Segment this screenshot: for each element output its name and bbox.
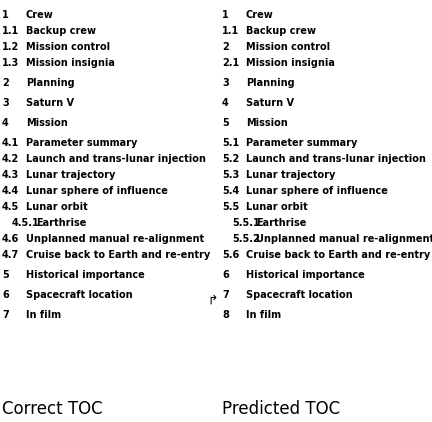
Text: Mission control: Mission control bbox=[246, 42, 330, 52]
Text: 1.3: 1.3 bbox=[2, 58, 19, 68]
Text: 5.2: 5.2 bbox=[222, 154, 239, 164]
Text: 2.1: 2.1 bbox=[222, 58, 239, 68]
Text: Planning: Planning bbox=[246, 78, 295, 88]
Text: Historical importance: Historical importance bbox=[26, 270, 145, 280]
Text: 6: 6 bbox=[2, 290, 9, 300]
Text: Spacecraft location: Spacecraft location bbox=[246, 290, 353, 300]
Text: 1: 1 bbox=[2, 10, 9, 20]
Text: 5.6: 5.6 bbox=[222, 250, 239, 260]
Text: 4.3: 4.3 bbox=[2, 170, 19, 180]
Text: Lunar orbit: Lunar orbit bbox=[246, 202, 308, 212]
Text: Mission: Mission bbox=[246, 118, 288, 128]
Text: Lunar trajectory: Lunar trajectory bbox=[246, 170, 335, 180]
Text: Planning: Planning bbox=[26, 78, 75, 88]
Text: 5.5.1: 5.5.1 bbox=[232, 218, 260, 228]
Text: Lunar sphere of influence: Lunar sphere of influence bbox=[26, 186, 168, 196]
Text: Earthrise: Earthrise bbox=[256, 218, 306, 228]
Text: Unplanned manual re-alignment: Unplanned manual re-alignment bbox=[256, 234, 432, 244]
Text: 5: 5 bbox=[2, 270, 9, 280]
Text: 4.5.1: 4.5.1 bbox=[12, 218, 40, 228]
Text: Saturn V: Saturn V bbox=[26, 98, 74, 108]
Text: Backup crew: Backup crew bbox=[26, 26, 96, 36]
Text: Mission insignia: Mission insignia bbox=[26, 58, 115, 68]
Text: Lunar trajectory: Lunar trajectory bbox=[26, 170, 115, 180]
Text: Parameter summary: Parameter summary bbox=[246, 138, 357, 148]
Text: 3: 3 bbox=[222, 78, 229, 88]
Text: Parameter summary: Parameter summary bbox=[26, 138, 137, 148]
Text: 1.2: 1.2 bbox=[2, 42, 19, 52]
Text: 5.4: 5.4 bbox=[222, 186, 239, 196]
Text: 5.5: 5.5 bbox=[222, 202, 239, 212]
Text: 4: 4 bbox=[2, 118, 9, 128]
Text: Cruise back to Earth and re-entry: Cruise back to Earth and re-entry bbox=[26, 250, 210, 260]
Text: Lunar sphere of influence: Lunar sphere of influence bbox=[246, 186, 388, 196]
Text: Earthrise: Earthrise bbox=[36, 218, 86, 228]
Text: 2: 2 bbox=[222, 42, 229, 52]
Text: Spacecraft location: Spacecraft location bbox=[26, 290, 133, 300]
Text: 1: 1 bbox=[222, 10, 229, 20]
Text: 7: 7 bbox=[222, 290, 229, 300]
Text: Crew: Crew bbox=[26, 10, 54, 20]
Text: 7: 7 bbox=[2, 310, 9, 320]
Text: ↱: ↱ bbox=[207, 294, 217, 307]
Text: Launch and trans-lunar injection: Launch and trans-lunar injection bbox=[26, 154, 206, 164]
Text: Mission: Mission bbox=[26, 118, 68, 128]
Text: Correct TOC: Correct TOC bbox=[2, 400, 103, 418]
Text: In film: In film bbox=[26, 310, 61, 320]
Text: 4.2: 4.2 bbox=[2, 154, 19, 164]
Text: 4.5: 4.5 bbox=[2, 202, 19, 212]
Text: Crew: Crew bbox=[246, 10, 274, 20]
Text: Saturn V: Saturn V bbox=[246, 98, 294, 108]
Text: Historical importance: Historical importance bbox=[246, 270, 365, 280]
Text: Predicted TOC: Predicted TOC bbox=[222, 400, 340, 418]
Text: 2: 2 bbox=[2, 78, 9, 88]
Text: Cruise back to Earth and re-entry: Cruise back to Earth and re-entry bbox=[246, 250, 430, 260]
Text: Unplanned manual re-alignment: Unplanned manual re-alignment bbox=[26, 234, 204, 244]
Text: 8: 8 bbox=[222, 310, 229, 320]
Text: 5: 5 bbox=[222, 118, 229, 128]
Text: 4.6: 4.6 bbox=[2, 234, 19, 244]
Text: In film: In film bbox=[246, 310, 281, 320]
Text: 5.5.2: 5.5.2 bbox=[232, 234, 260, 244]
Text: 3: 3 bbox=[2, 98, 9, 108]
Text: Mission control: Mission control bbox=[26, 42, 110, 52]
Text: 4.4: 4.4 bbox=[2, 186, 19, 196]
Text: Lunar orbit: Lunar orbit bbox=[26, 202, 88, 212]
Text: 4: 4 bbox=[222, 98, 229, 108]
Text: 6: 6 bbox=[222, 270, 229, 280]
Text: Mission insignia: Mission insignia bbox=[246, 58, 335, 68]
Text: 1.1: 1.1 bbox=[2, 26, 19, 36]
Text: 4.1: 4.1 bbox=[2, 138, 19, 148]
Text: 4.7: 4.7 bbox=[2, 250, 19, 260]
Text: 5.1: 5.1 bbox=[222, 138, 239, 148]
Text: Launch and trans-lunar injection: Launch and trans-lunar injection bbox=[246, 154, 426, 164]
Text: 1.1: 1.1 bbox=[222, 26, 239, 36]
Text: 5.3: 5.3 bbox=[222, 170, 239, 180]
Text: Backup crew: Backup crew bbox=[246, 26, 316, 36]
